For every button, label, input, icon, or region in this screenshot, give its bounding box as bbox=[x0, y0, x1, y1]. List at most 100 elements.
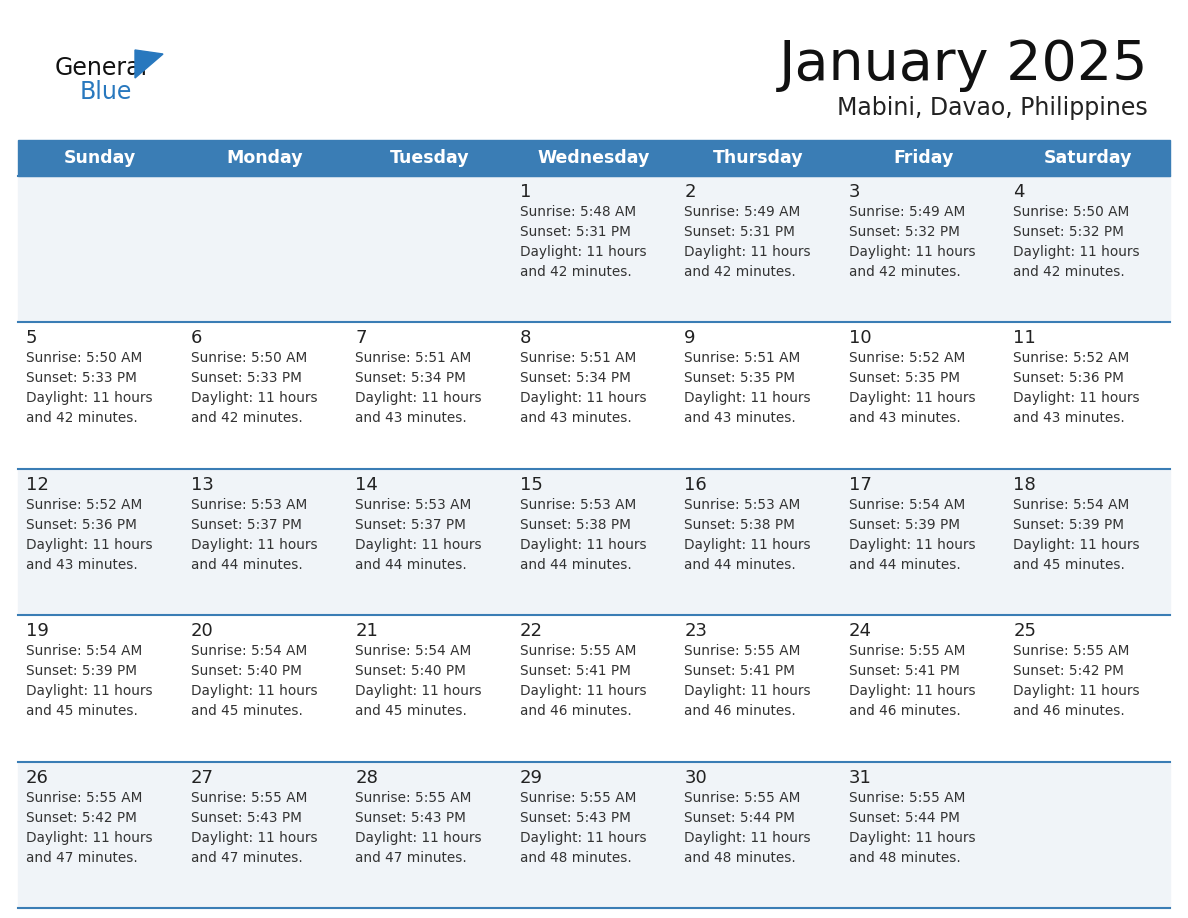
Text: Sunrise: 5:49 AM: Sunrise: 5:49 AM bbox=[849, 205, 965, 219]
Bar bbox=[18, 322, 1170, 469]
Text: 28: 28 bbox=[355, 768, 378, 787]
Text: Daylight: 11 hours: Daylight: 11 hours bbox=[684, 831, 811, 845]
Text: 5: 5 bbox=[26, 330, 38, 347]
Text: Sunset: 5:37 PM: Sunset: 5:37 PM bbox=[190, 518, 302, 532]
Text: Sunset: 5:42 PM: Sunset: 5:42 PM bbox=[1013, 665, 1124, 678]
Text: Daylight: 11 hours: Daylight: 11 hours bbox=[849, 831, 975, 845]
Text: Sunrise: 5:53 AM: Sunrise: 5:53 AM bbox=[519, 498, 636, 512]
Text: 24: 24 bbox=[849, 622, 872, 640]
Text: Sunset: 5:41 PM: Sunset: 5:41 PM bbox=[684, 665, 795, 678]
Text: Daylight: 11 hours: Daylight: 11 hours bbox=[519, 831, 646, 845]
Text: Daylight: 11 hours: Daylight: 11 hours bbox=[355, 391, 482, 406]
Polygon shape bbox=[135, 50, 163, 78]
Text: Sunrise: 5:52 AM: Sunrise: 5:52 AM bbox=[1013, 352, 1130, 365]
Text: and 43 minutes.: and 43 minutes. bbox=[684, 411, 796, 425]
Text: Sunset: 5:43 PM: Sunset: 5:43 PM bbox=[190, 811, 302, 824]
Text: Sunset: 5:40 PM: Sunset: 5:40 PM bbox=[190, 665, 302, 678]
Text: 17: 17 bbox=[849, 476, 872, 494]
Text: Daylight: 11 hours: Daylight: 11 hours bbox=[355, 831, 482, 845]
Text: and 48 minutes.: and 48 minutes. bbox=[519, 851, 632, 865]
Text: and 44 minutes.: and 44 minutes. bbox=[355, 558, 467, 572]
Text: and 48 minutes.: and 48 minutes. bbox=[684, 851, 796, 865]
Text: Sunrise: 5:54 AM: Sunrise: 5:54 AM bbox=[849, 498, 965, 512]
Text: and 47 minutes.: and 47 minutes. bbox=[190, 851, 302, 865]
Text: and 46 minutes.: and 46 minutes. bbox=[519, 704, 632, 718]
Text: 20: 20 bbox=[190, 622, 214, 640]
Text: Sunset: 5:35 PM: Sunset: 5:35 PM bbox=[849, 372, 960, 386]
Text: Sunrise: 5:55 AM: Sunrise: 5:55 AM bbox=[849, 644, 965, 658]
Text: 25: 25 bbox=[1013, 622, 1036, 640]
Text: Sunrise: 5:55 AM: Sunrise: 5:55 AM bbox=[519, 644, 636, 658]
Text: Sunrise: 5:55 AM: Sunrise: 5:55 AM bbox=[355, 790, 472, 804]
Text: 26: 26 bbox=[26, 768, 49, 787]
Text: and 42 minutes.: and 42 minutes. bbox=[26, 411, 138, 425]
Text: Sunset: 5:39 PM: Sunset: 5:39 PM bbox=[1013, 518, 1124, 532]
Text: Sunday: Sunday bbox=[64, 149, 137, 167]
Text: 16: 16 bbox=[684, 476, 707, 494]
Text: Sunset: 5:39 PM: Sunset: 5:39 PM bbox=[849, 518, 960, 532]
Text: and 42 minutes.: and 42 minutes. bbox=[190, 411, 302, 425]
Text: Friday: Friday bbox=[893, 149, 953, 167]
Text: Daylight: 11 hours: Daylight: 11 hours bbox=[519, 684, 646, 699]
Text: 18: 18 bbox=[1013, 476, 1036, 494]
Text: Sunrise: 5:55 AM: Sunrise: 5:55 AM bbox=[684, 644, 801, 658]
Text: and 44 minutes.: and 44 minutes. bbox=[684, 558, 796, 572]
Text: Sunrise: 5:55 AM: Sunrise: 5:55 AM bbox=[190, 790, 307, 804]
Text: Daylight: 11 hours: Daylight: 11 hours bbox=[26, 684, 152, 699]
Text: 1: 1 bbox=[519, 183, 531, 201]
Text: Sunrise: 5:54 AM: Sunrise: 5:54 AM bbox=[190, 644, 307, 658]
Text: Sunrise: 5:49 AM: Sunrise: 5:49 AM bbox=[684, 205, 801, 219]
Text: Sunrise: 5:52 AM: Sunrise: 5:52 AM bbox=[26, 498, 143, 512]
Text: 29: 29 bbox=[519, 768, 543, 787]
Text: Daylight: 11 hours: Daylight: 11 hours bbox=[26, 391, 152, 406]
Text: Sunset: 5:31 PM: Sunset: 5:31 PM bbox=[684, 225, 795, 239]
Text: 7: 7 bbox=[355, 330, 367, 347]
Text: and 43 minutes.: and 43 minutes. bbox=[355, 411, 467, 425]
Text: Sunset: 5:41 PM: Sunset: 5:41 PM bbox=[849, 665, 960, 678]
Text: and 45 minutes.: and 45 minutes. bbox=[26, 704, 138, 718]
Text: 4: 4 bbox=[1013, 183, 1025, 201]
Text: Daylight: 11 hours: Daylight: 11 hours bbox=[519, 245, 646, 259]
Text: Tuesday: Tuesday bbox=[390, 149, 469, 167]
Text: Sunset: 5:41 PM: Sunset: 5:41 PM bbox=[519, 665, 631, 678]
Text: Sunset: 5:36 PM: Sunset: 5:36 PM bbox=[26, 518, 137, 532]
Text: Sunset: 5:34 PM: Sunset: 5:34 PM bbox=[355, 372, 466, 386]
Text: Sunrise: 5:51 AM: Sunrise: 5:51 AM bbox=[355, 352, 472, 365]
Text: Daylight: 11 hours: Daylight: 11 hours bbox=[849, 538, 975, 552]
Text: Daylight: 11 hours: Daylight: 11 hours bbox=[1013, 684, 1140, 699]
Text: Mabini, Davao, Philippines: Mabini, Davao, Philippines bbox=[838, 96, 1148, 120]
Text: Sunset: 5:42 PM: Sunset: 5:42 PM bbox=[26, 811, 137, 824]
Text: and 48 minutes.: and 48 minutes. bbox=[849, 851, 961, 865]
Text: Sunrise: 5:55 AM: Sunrise: 5:55 AM bbox=[1013, 644, 1130, 658]
Bar bbox=[18, 615, 1170, 762]
Text: Daylight: 11 hours: Daylight: 11 hours bbox=[26, 831, 152, 845]
Text: Sunset: 5:37 PM: Sunset: 5:37 PM bbox=[355, 518, 466, 532]
Text: and 45 minutes.: and 45 minutes. bbox=[355, 704, 467, 718]
Bar bbox=[18, 762, 1170, 908]
Text: 2: 2 bbox=[684, 183, 696, 201]
Text: and 43 minutes.: and 43 minutes. bbox=[26, 558, 138, 572]
Text: and 45 minutes.: and 45 minutes. bbox=[190, 704, 303, 718]
Text: Sunrise: 5:55 AM: Sunrise: 5:55 AM bbox=[684, 790, 801, 804]
Text: Daylight: 11 hours: Daylight: 11 hours bbox=[849, 245, 975, 259]
Text: Sunset: 5:32 PM: Sunset: 5:32 PM bbox=[1013, 225, 1124, 239]
Text: Wednesday: Wednesday bbox=[538, 149, 650, 167]
Text: Monday: Monday bbox=[227, 149, 303, 167]
Text: Sunset: 5:36 PM: Sunset: 5:36 PM bbox=[1013, 372, 1124, 386]
Text: Sunrise: 5:50 AM: Sunrise: 5:50 AM bbox=[190, 352, 307, 365]
Text: 19: 19 bbox=[26, 622, 49, 640]
Text: Sunrise: 5:53 AM: Sunrise: 5:53 AM bbox=[190, 498, 307, 512]
Bar bbox=[18, 140, 1170, 176]
Text: Sunset: 5:43 PM: Sunset: 5:43 PM bbox=[519, 811, 631, 824]
Text: and 43 minutes.: and 43 minutes. bbox=[1013, 411, 1125, 425]
Text: Sunrise: 5:52 AM: Sunrise: 5:52 AM bbox=[849, 352, 965, 365]
Text: 13: 13 bbox=[190, 476, 214, 494]
Text: Sunset: 5:40 PM: Sunset: 5:40 PM bbox=[355, 665, 466, 678]
Text: and 44 minutes.: and 44 minutes. bbox=[519, 558, 632, 572]
Text: Daylight: 11 hours: Daylight: 11 hours bbox=[190, 538, 317, 552]
Text: Sunrise: 5:55 AM: Sunrise: 5:55 AM bbox=[849, 790, 965, 804]
Text: and 43 minutes.: and 43 minutes. bbox=[519, 411, 632, 425]
Text: and 44 minutes.: and 44 minutes. bbox=[190, 558, 302, 572]
Text: and 42 minutes.: and 42 minutes. bbox=[1013, 265, 1125, 279]
Text: Daylight: 11 hours: Daylight: 11 hours bbox=[519, 391, 646, 406]
